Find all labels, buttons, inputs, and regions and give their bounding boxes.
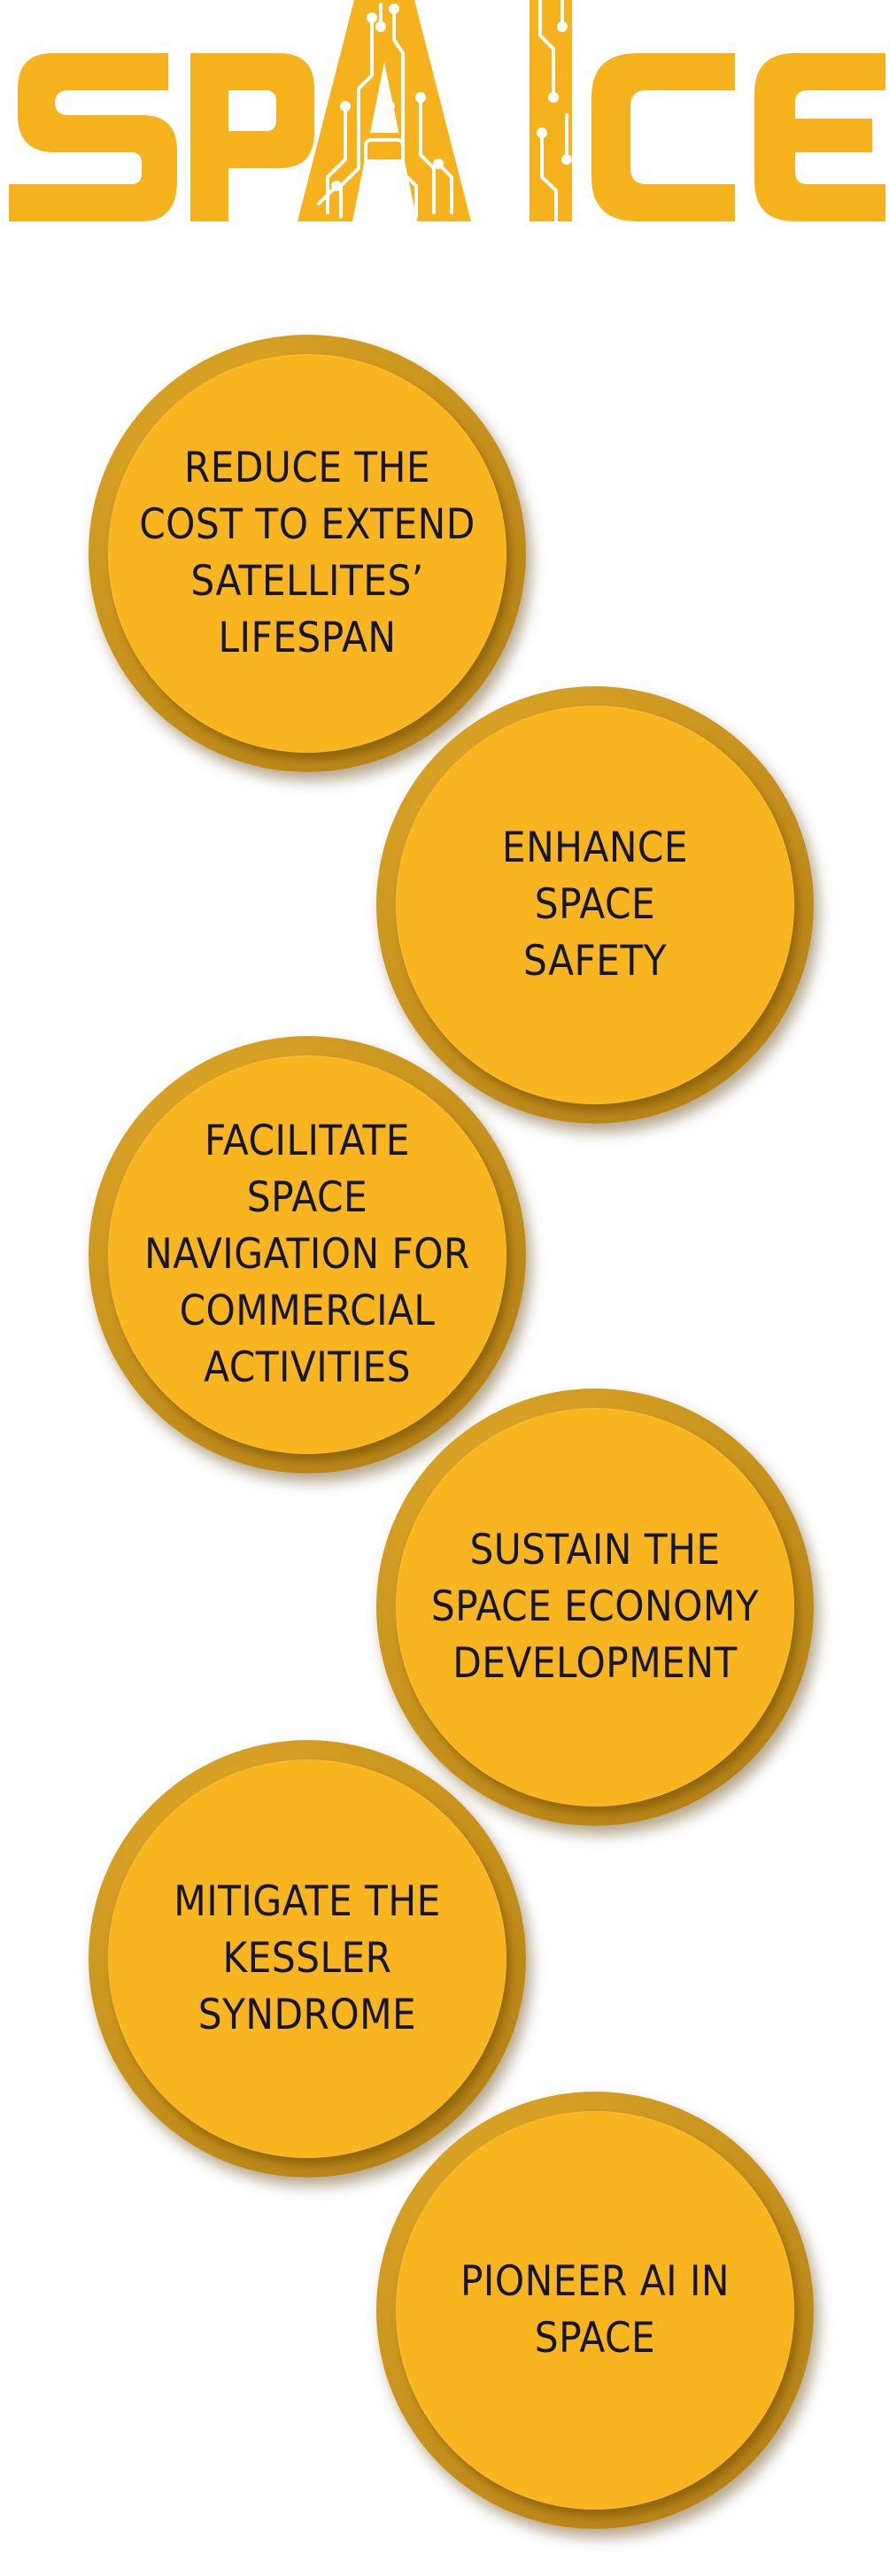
spaice-logo [0,0,889,235]
goal-label: PIONEER AI IN SPACE [460,2257,731,2363]
goal-circle-facilitate-navigation: FACILITATE SPACE NAVIGATION FOR COMMERCI… [89,1036,526,1474]
logo-letter-i-circuit [530,0,572,221]
logo-letter-s [9,53,177,221]
goal-circle-core: ENHANCE SPACE SAFETY [396,706,794,1104]
logo-letter-p [190,53,314,221]
goal-circle-core: MITIGATE THE KESSLER SYNDROME [108,1760,506,2158]
goal-label: MITIGATE THE KESSLER SYNDROME [174,1877,441,2039]
goal-label: SUSTAIN THE SPACE ECONOMY DEVELOPMENT [430,1526,760,1688]
goal-circle-pioneer-ai: PIONEER AI IN SPACE [376,2092,814,2529]
goal-circle-core: FACILITATE SPACE NAVIGATION FOR COMMERCI… [108,1056,506,1454]
spaice-wordmark [9,0,885,221]
logo-letter-c [591,53,735,221]
goal-label: ENHANCE SPACE SAFETY [501,824,689,986]
logo-letter-a-circuit [298,0,471,221]
goal-circle-sustain-economy: SUSTAIN THE SPACE ECONOMY DEVELOPMENT [376,1389,814,1826]
goal-circle-mitigate-kessler: MITIGATE THE KESSLER SYNDROME [89,1740,526,2178]
goal-circle-core: SUSTAIN THE SPACE ECONOMY DEVELOPMENT [396,1408,794,1806]
goal-label: REDUCE THE COST TO EXTEND SATELLITES’ LI… [139,444,475,662]
goal-label: FACILITATE SPACE NAVIGATION FOR COMMERCI… [144,1117,470,1392]
goal-circle-core: PIONEER AI IN SPACE [396,2111,794,2510]
goal-circle-core: REDUCE THE COST TO EXTEND SATELLITES’ LI… [108,354,506,753]
goal-circle-reduce-cost: REDUCE THE COST TO EXTEND SATELLITES’ LI… [89,335,526,772]
goal-circle-enhance-safety: ENHANCE SPACE SAFETY [376,686,814,1124]
logo-letter-e [754,53,885,221]
